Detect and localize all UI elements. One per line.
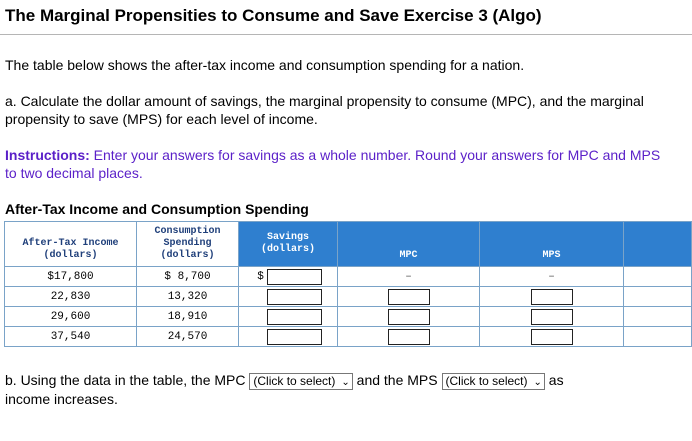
data-table: After-Tax Income (dollars) Consumption S… — [4, 221, 692, 347]
header-mps: MPS — [479, 221, 624, 267]
spacer-cell — [623, 286, 692, 307]
mps-cell — [479, 286, 624, 307]
title-divider — [0, 34, 692, 35]
table-header-row: After-Tax Income (dollars) Consumption S… — [4, 221, 692, 267]
savings-cell — [238, 286, 338, 307]
savings-cell — [238, 326, 338, 347]
consumption-cell: $ 8,700 — [136, 266, 239, 287]
mpc-input[interactable] — [387, 288, 430, 305]
income-cell: 29,600 — [4, 306, 137, 327]
header-consumption: Consumption Spending (dollars) — [136, 221, 239, 267]
mpc-cell: – — [337, 266, 480, 287]
part-a-text: a. Calculate the dollar amount of saving… — [5, 93, 644, 127]
savings-input[interactable] — [266, 328, 322, 345]
mpc-cell — [337, 306, 480, 327]
part-b-suffix: as — [548, 372, 564, 388]
instructions: Instructions: Enter your answers for sav… — [5, 146, 675, 182]
part-b-middle: and the MPS — [356, 372, 438, 388]
consumption-cell: 24,570 — [136, 326, 239, 347]
instructions-text: Enter your answers for savings as a whol… — [5, 147, 661, 181]
mpc-input[interactable] — [387, 308, 430, 325]
spacer-cell — [623, 306, 692, 327]
header-spacer — [623, 221, 692, 267]
consumption-cell: 18,910 — [136, 306, 239, 327]
table-row: 29,600 18,910 — [4, 306, 692, 327]
mpc-cell — [337, 326, 480, 347]
part-b-text: b. Using the data in the table, the MPC … — [5, 371, 685, 408]
income-cell: 37,540 — [4, 326, 137, 347]
mpc-input[interactable] — [387, 328, 430, 345]
mps-select-label: (Click to select) — [445, 373, 528, 388]
mps-cell: – — [479, 266, 624, 287]
chevron-down-icon: ⌄ — [341, 376, 350, 388]
income-cell: $17,800 — [4, 266, 137, 287]
header-savings: Savings (dollars) — [238, 221, 338, 267]
savings-input[interactable] — [266, 268, 322, 285]
table-title: After-Tax Income and Consumption Spendin… — [5, 201, 309, 217]
intro-text: The table below shows the after-tax inco… — [5, 57, 525, 73]
mps-input[interactable] — [530, 308, 573, 325]
chevron-down-icon: ⌄ — [533, 376, 542, 388]
table-row: 22,830 13,320 — [4, 286, 692, 307]
mpc-trend-select[interactable]: (Click to select) ⌄ — [249, 372, 353, 390]
mps-cell — [479, 306, 624, 327]
savings-input[interactable] — [266, 288, 322, 305]
mps-input[interactable] — [530, 288, 573, 305]
mps-input[interactable] — [530, 328, 573, 345]
mpc-select-label: (Click to select) — [253, 373, 336, 388]
table-row: $17,800 $ 8,700 $ – – — [4, 266, 692, 287]
income-cell: 22,830 — [4, 286, 137, 307]
savings-cell — [238, 306, 338, 327]
table-row: 37,540 24,570 — [4, 326, 692, 347]
mps-cell — [479, 326, 624, 347]
spacer-cell — [623, 266, 692, 287]
mps-trend-select[interactable]: (Click to select) ⌄ — [441, 372, 545, 390]
savings-input[interactable] — [266, 308, 322, 325]
savings-cell: $ — [238, 266, 338, 287]
spacer-cell — [623, 326, 692, 347]
header-income: After-Tax Income (dollars) — [4, 221, 137, 267]
dollar-sign: $ — [257, 270, 264, 283]
mpc-cell — [337, 286, 480, 307]
page-title: The Marginal Propensities to Consume and… — [5, 6, 542, 25]
header-mpc: MPC — [337, 221, 480, 267]
instructions-label: Instructions: — [5, 147, 90, 163]
part-b-prefix: b. Using the data in the table, the MPC — [5, 372, 246, 388]
part-b-line2: income increases. — [5, 390, 118, 407]
consumption-cell: 13,320 — [136, 286, 239, 307]
